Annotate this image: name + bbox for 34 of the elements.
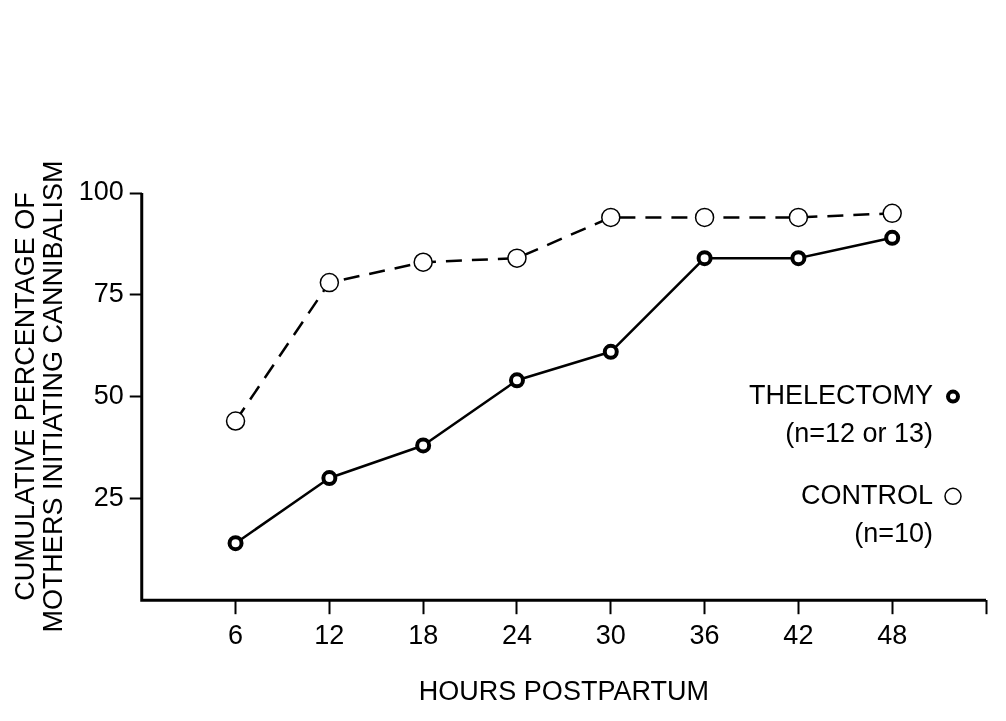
annotation: (n=12 or 13): [785, 418, 933, 449]
x-tick-label: 42: [783, 619, 814, 650]
legend-label: CONTROL: [800, 479, 933, 510]
annotation: (n=10): [854, 517, 933, 548]
x-tick-label: 18: [408, 619, 439, 650]
point: [227, 535, 244, 552]
point: [413, 252, 433, 272]
point: [225, 411, 246, 431]
point: [321, 470, 338, 487]
y-axis-title: CUMULATIVE PERCENTAGE OF MOTHERS INITIATING CANNIBALISM: [9, 160, 68, 633]
x-tick-label: 24: [501, 619, 532, 650]
point: [884, 229, 901, 246]
point: [507, 248, 527, 268]
point: [319, 272, 340, 293]
point: [602, 343, 619, 360]
legend-label: THELECTOMY: [748, 380, 933, 411]
point: [788, 207, 809, 228]
y-tick-label: 25: [93, 481, 124, 512]
point: [415, 437, 432, 454]
x-axis-title: HOURS POSTPARTUM: [418, 676, 709, 707]
x-tick-label: 36: [689, 619, 720, 650]
x-tick-label: 30: [595, 619, 626, 650]
point: [508, 372, 525, 389]
point: [601, 207, 621, 228]
point: [696, 250, 713, 267]
point: [790, 250, 807, 267]
y-tick-label: 75: [93, 278, 124, 309]
y-tick-label: 100: [78, 176, 124, 207]
x-tick-label: 6: [228, 619, 244, 650]
y-tick-label: 50: [93, 380, 124, 411]
point: [882, 203, 902, 224]
point: [694, 207, 715, 228]
x-tick-label: 48: [877, 619, 908, 650]
x-tick-label: 12: [314, 619, 345, 650]
